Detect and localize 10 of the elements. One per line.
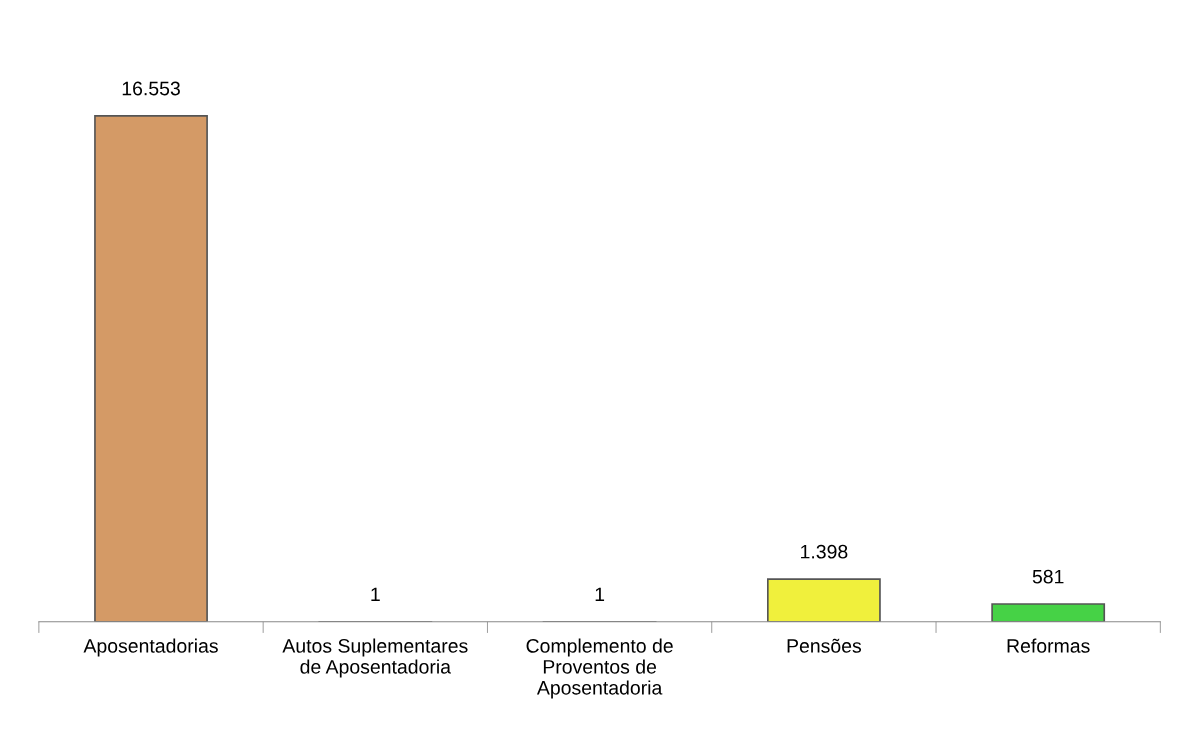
data-label: 1 — [371, 587, 380, 602]
x-tick-label: Autos Suplementares de Aposentadoria — [282, 638, 468, 678]
data-label: 1.398 — [801, 544, 848, 559]
data-label: 1 — [595, 587, 605, 602]
x-tick-label: Complemento de Proventos de Aposentadoria — [526, 638, 673, 699]
data-label: 16.553 — [122, 81, 180, 96]
x-tick-label: Reformas — [1007, 638, 1090, 653]
x-tick-label: Pensões — [787, 638, 862, 653]
data-label: 581 — [1032, 569, 1064, 584]
x-tick-label: Aposentadorias — [83, 638, 218, 657]
